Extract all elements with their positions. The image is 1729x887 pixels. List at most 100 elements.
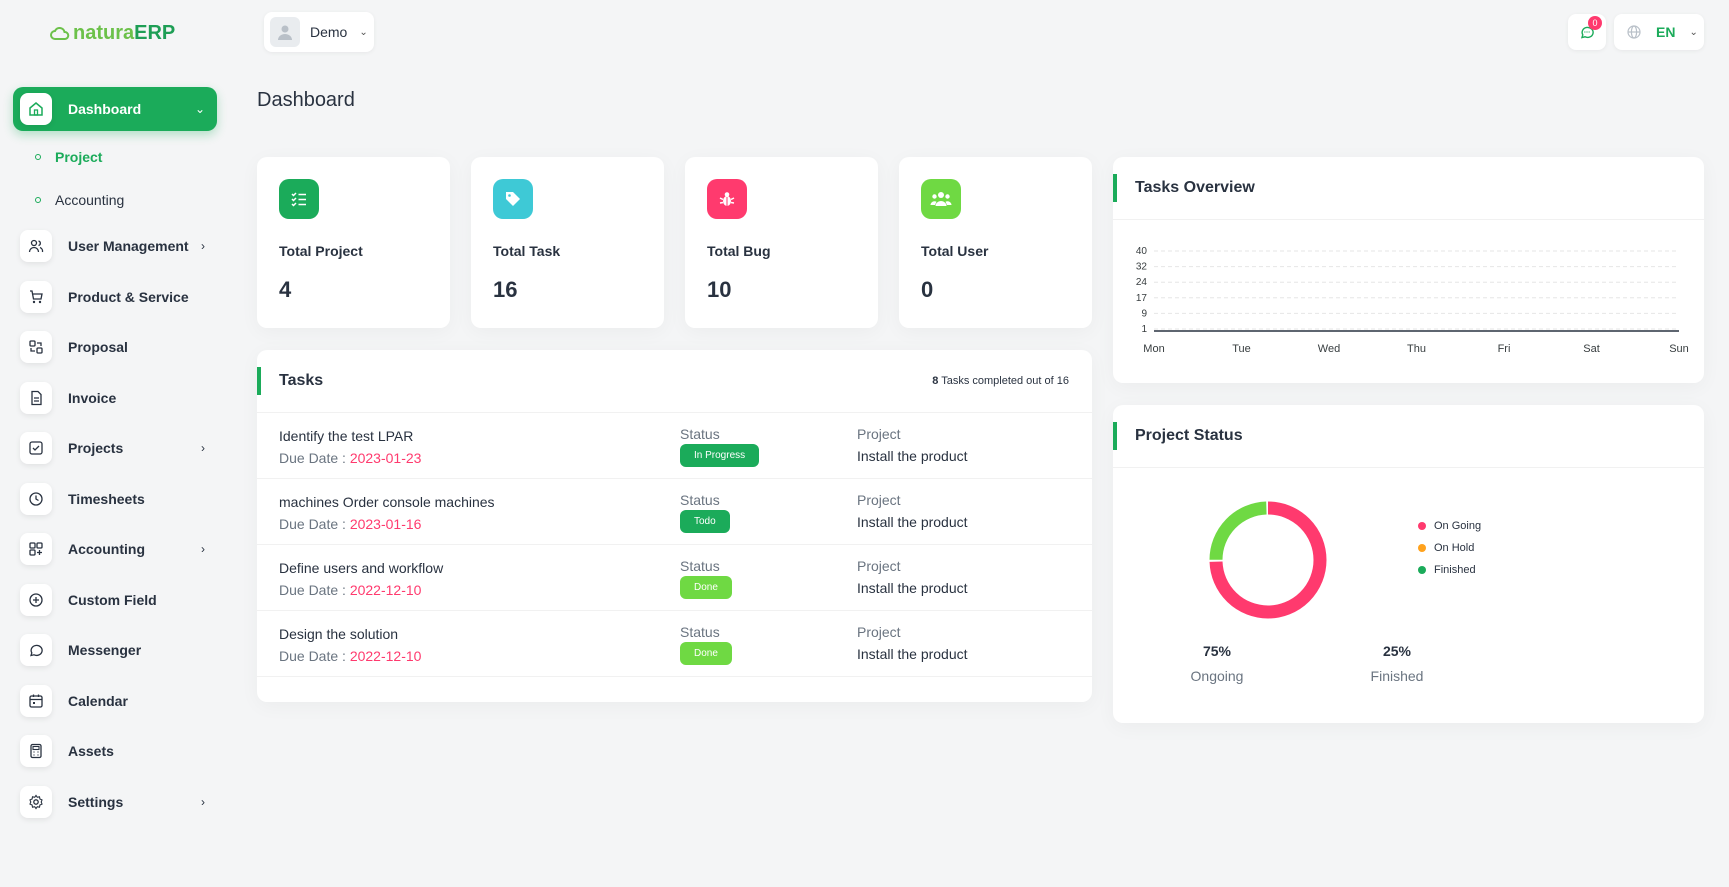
status-label: Status [680,492,720,508]
y-tick-label: 9 [1141,308,1147,319]
sidebar-item-assets[interactable]: Assets [13,726,217,777]
sidebar-item-label: Proposal [68,339,128,356]
language-code: EN [1656,24,1676,40]
layout-grid-icon [20,533,52,566]
x-tick-label: Fri [1498,343,1511,355]
sidebar-item-custom-field[interactable]: Custom Field [13,575,217,626]
sidebar-item-product-service[interactable]: Product & Service [13,272,217,323]
table-row[interactable]: Define users and workflow Due Date : 2022… [257,545,1092,611]
sidebar-item-proposal[interactable]: Proposal [13,322,217,373]
status-badge: Todo [680,510,730,533]
language-selector[interactable]: EN ⌄ [1614,14,1704,50]
task-due: Due Date : 2022-12-10 [279,582,421,598]
calendar-icon [20,684,52,717]
legend-dot [1418,544,1426,552]
home-icon [20,93,52,125]
status-badge: In Progress [680,444,760,467]
x-tick-label: Wed [1318,343,1340,355]
ongoing-percent: 75% [1202,643,1232,659]
square-check-icon [20,432,52,465]
bullet-icon [35,153,41,160]
sidebar-item-dashboard[interactable]: Dashboard ⌄ [13,87,217,131]
status-badge: Done [680,576,732,599]
settings-icon [20,785,52,818]
legend-item[interactable]: Finished [1418,564,1481,576]
bullet-icon [35,196,41,203]
sidebar-item-accounting[interactable]: Accounting › [13,524,217,575]
sidebar-item-label: Projects [68,440,124,457]
table-row[interactable]: Design the solution Due Date : 2022-12-10… [257,611,1092,677]
y-tick-label: 40 [1136,246,1148,257]
table-row[interactable]: Identify the test LPAR Due Date : 2023-01… [257,413,1092,479]
proposal-icon [20,331,52,364]
tasks-overview-card: Tasks Overview 40 32 24 17 9 1 Mon Tue Wed Thu Fri… [1113,157,1704,383]
brand-logo[interactable]: natura ERP [50,22,175,45]
finished-stat: 25% Finished [1357,643,1437,684]
messages-button[interactable]: 0 [1568,14,1606,50]
project-name: Install the product [857,448,968,464]
finished-label: Finished [1370,668,1424,684]
stat-title: Total Bug [707,243,771,259]
finished-percent: 25% [1382,643,1412,659]
sidebar-item-settings[interactable]: Settings › [13,777,217,828]
sidebar-subitem-project[interactable]: Project [13,135,217,178]
message-icon [20,634,52,667]
stat-icon-box [921,179,961,219]
project-label: Project [857,426,901,442]
sidebar-item-label: Product & Service [68,288,189,305]
task-name[interactable]: Identify the test LPAR [279,428,414,444]
project-label: Project [857,558,901,574]
bug-icon [719,192,735,206]
stat-value: 10 [707,277,732,302]
due-date: 2022-12-10 [349,582,422,598]
due-date: 2022-12-10 [349,648,422,664]
project-status-header: Project Status [1113,405,1704,468]
chevron-right-icon: › [201,441,205,456]
y-tick-label: 1 [1141,324,1147,335]
table-row[interactable]: machines Order console machines Due Date … [257,479,1092,545]
sidebar-item-messenger[interactable]: Messenger [13,625,217,676]
sidebar-item-label: Messenger [68,642,142,659]
sidebar-item-label: Dashboard [68,101,142,117]
task-name[interactable]: Define users and workflow [279,560,444,576]
card-title: Tasks Overview [1135,179,1255,196]
x-tick-label: Sat [1583,343,1600,355]
legend-label: On Going [1434,520,1482,532]
sidebar-item-timesheets[interactable]: Timesheets [13,474,217,525]
sidebar-subitem-label: Project [55,148,103,165]
task-name[interactable]: Design the solution [279,626,399,642]
donut-slice [1209,501,1327,619]
user-menu[interactable]: Demo ⌄ [264,12,374,52]
sidebar-item-calendar[interactable]: Calendar [13,676,217,727]
task-name[interactable]: machines Order console machines [279,494,495,510]
sidebar-item-invoice[interactable]: Invoice [13,373,217,424]
sidebar-item-label: Timesheets [68,490,145,507]
stat-value: 4 [279,277,292,302]
chevron-down-icon: ⌄ [194,102,205,116]
sidebar: natura ERP Dashboard ⌄ Project Accounting… [0,0,230,887]
status-badge: Done [680,642,732,665]
notification-badge: 0 [1588,16,1602,30]
legend-item[interactable]: On Going [1418,520,1481,532]
chevron-down-icon: ⌄ [1689,26,1698,38]
legend-dot [1418,566,1426,574]
sidebar-item-user-management[interactable]: User Management › [13,221,217,272]
user-icon [278,25,292,40]
stat-value: 16 [493,277,518,302]
tasks-card: Tasks 8 Tasks completed out of 16 Identi… [257,350,1092,702]
y-tick-label: 17 [1136,293,1148,304]
sidebar-subitem-accounting[interactable]: Accounting [13,178,217,221]
task-list: Identify the test LPAR Due Date : 2023-01… [257,413,1092,677]
legend-label: On Hold [1434,542,1475,554]
list-check-icon [291,192,306,207]
sidebar-item-projects[interactable]: Projects › [13,423,217,474]
stat-card-total-bug: Total Bug 10 [685,157,878,328]
page-title: Dashboard [257,89,355,111]
legend-item[interactable]: On Hold [1418,542,1481,554]
stat-icon-box [493,179,533,219]
stat-title: Total Task [493,243,561,259]
due-label: Due Date : [279,516,350,532]
due-label: Due Date : [279,582,350,598]
tasks-summary-text: Tasks completed out of 16 [941,375,1069,387]
sidebar-item-label: User Management [68,238,189,255]
